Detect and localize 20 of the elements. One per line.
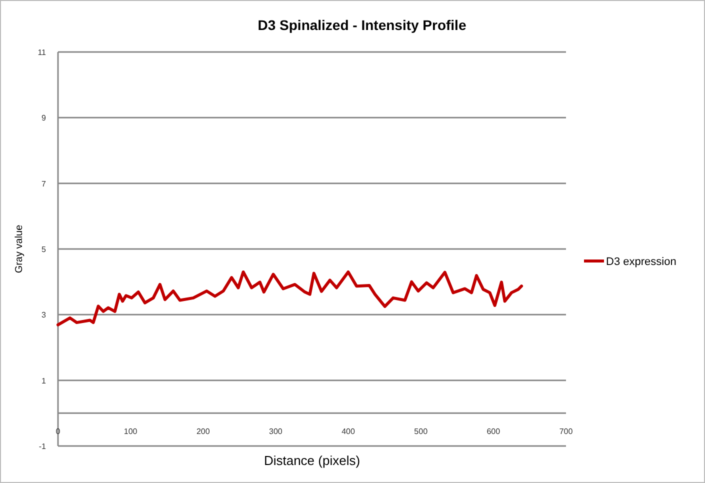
- line-series: [56, 270, 524, 326]
- y-tick-label: 9: [42, 114, 47, 123]
- x-tick-label: 100: [124, 427, 138, 436]
- x-tick-label: 400: [342, 427, 356, 436]
- x-tick-label: 200: [196, 427, 210, 436]
- x-axis-title: Distance (pixels): [264, 453, 360, 468]
- y-tick-label: 11: [38, 48, 47, 57]
- y-tick-label: 7: [42, 179, 47, 188]
- y-axis-title: Gray value: [14, 224, 25, 274]
- x-tick-label: 600: [486, 427, 501, 436]
- x-tick-label: 300: [269, 427, 283, 436]
- y-tick-label: 5: [42, 245, 47, 254]
- x-tick-label: 0: [56, 427, 61, 436]
- y-tick-label: 3: [42, 310, 47, 320]
- legend-label: D3 expression: [606, 256, 676, 268]
- chart-title: D3 Spinalized - Intensity Profile: [258, 17, 466, 33]
- x-tick-label: 700: [559, 427, 574, 436]
- x-tick-label: 500: [414, 427, 428, 436]
- y-tick-label: -1: [38, 442, 47, 451]
- y-tick-label: 1: [42, 376, 47, 386]
